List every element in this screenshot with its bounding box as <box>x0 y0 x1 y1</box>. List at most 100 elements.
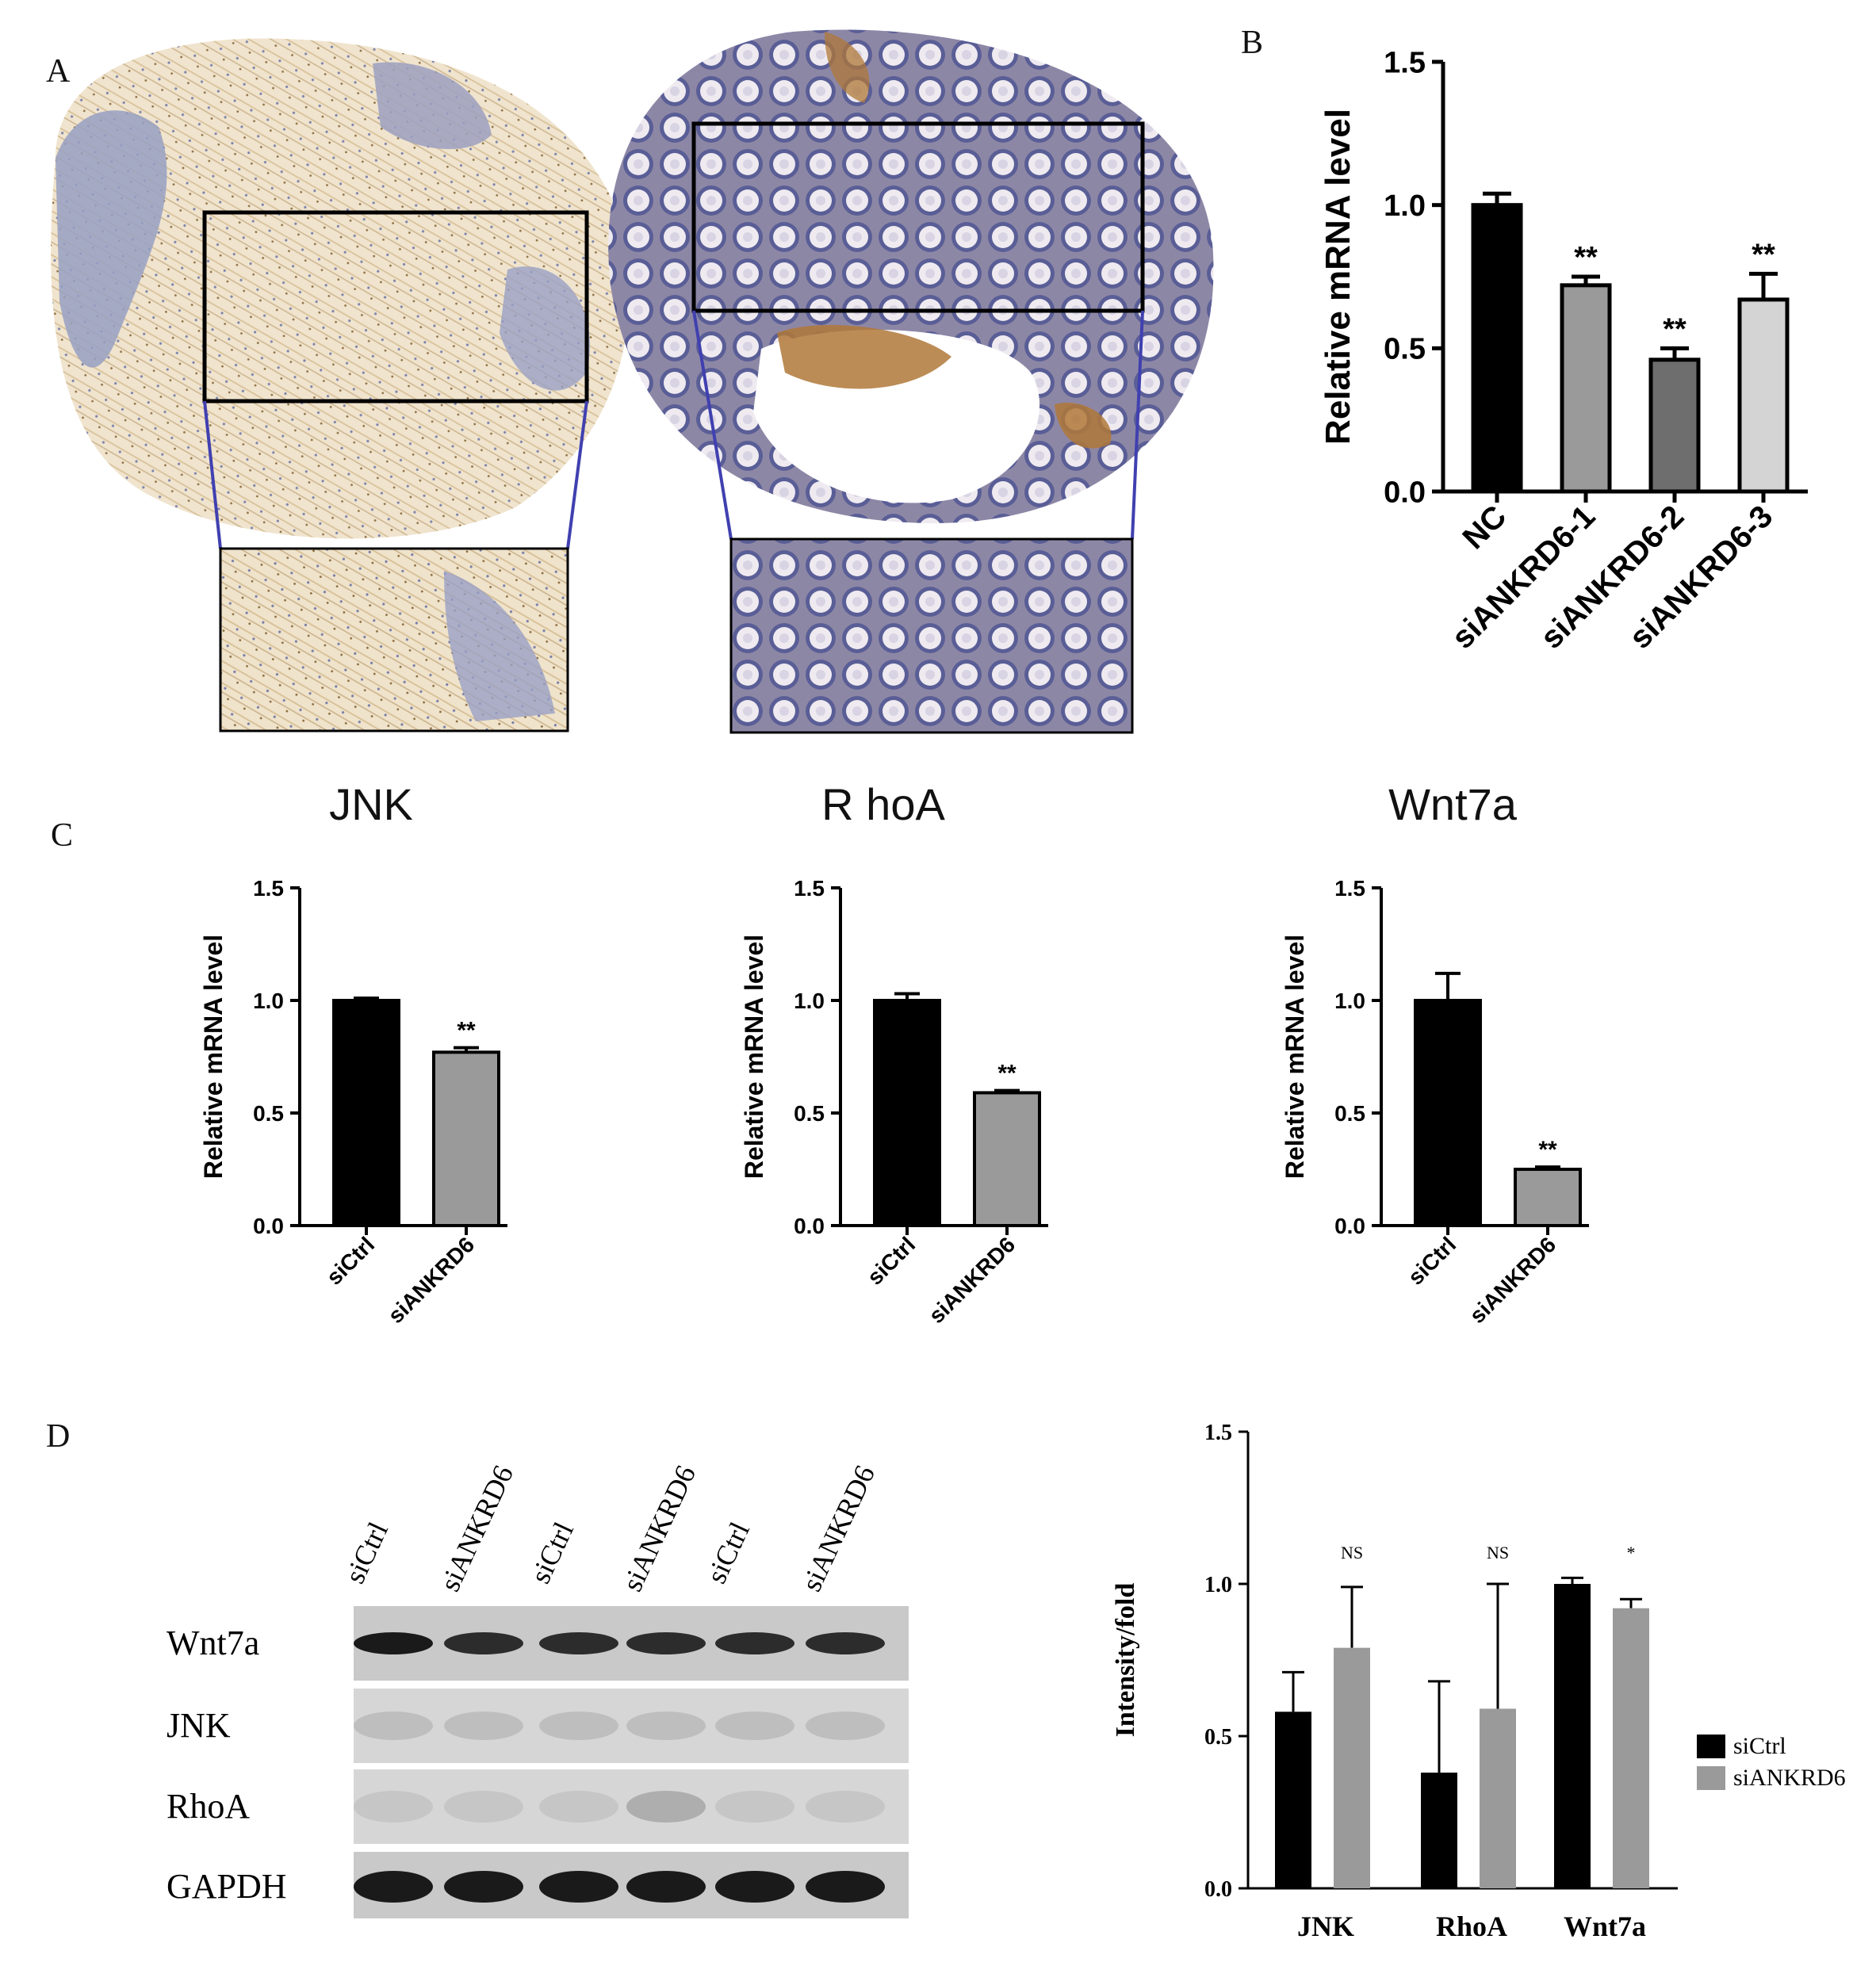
blot-band <box>626 1871 706 1903</box>
y-tick-label: 0.5 <box>794 1101 825 1126</box>
western-blot: siCtrl siANKRD6 siCtrl siANKRD6 siCtrl siANKR… <box>159 1411 999 1922</box>
lane-label: siANKRD6 <box>795 1460 881 1596</box>
blot-band <box>626 1791 706 1823</box>
blot-band <box>444 1871 523 1903</box>
lane-label: siCtrl <box>339 1517 394 1588</box>
x-tick-label: JNK <box>1297 1911 1354 1942</box>
bar <box>1514 1168 1582 1227</box>
chart-title-rhoa: R hoA <box>821 779 945 829</box>
significance-label: ** <box>1574 241 1598 274</box>
y-axis-label: Relative mRNA level <box>199 935 228 1179</box>
tumor-core-image <box>51 38 630 732</box>
y-tick-label: 1.5 <box>1384 46 1426 79</box>
x-tick-label: RhoA <box>1436 1911 1507 1942</box>
y-tick-label: 1.0 <box>1384 189 1426 223</box>
blot-band <box>715 1632 794 1654</box>
significance-label: * <box>1627 1543 1636 1562</box>
y-axis-label: Relative mRNA level <box>1281 935 1309 1179</box>
blot-band <box>626 1712 706 1740</box>
blot-band <box>444 1791 523 1823</box>
x-tick-label: siCtrl <box>322 1232 380 1290</box>
x-tick-label: siANKRD6 <box>1464 1232 1560 1328</box>
row-label: RhoA <box>167 1787 250 1826</box>
lane-label: siCtrl <box>524 1517 580 1588</box>
row-label: GAPDH <box>167 1867 287 1906</box>
y-tick-label: 0.0 <box>1334 1214 1365 1238</box>
y-axis-label: Relative mRNA level <box>740 935 768 1179</box>
blot-strip <box>354 1769 909 1844</box>
lane-label: siANKRD6 <box>434 1460 519 1596</box>
chart-title-jnk: JNK <box>329 779 413 829</box>
y-tick-label: 1.0 <box>1204 1573 1232 1597</box>
x-tick-label: Wnt7a <box>1564 1911 1646 1942</box>
lane-label: siANKRD6 <box>616 1460 702 1596</box>
y-tick-label: 0.5 <box>253 1101 284 1126</box>
blot-band <box>806 1712 885 1740</box>
chart-title-wnt7a: Wnt7a <box>1388 779 1517 829</box>
y-tick-label: 0.5 <box>1384 333 1426 366</box>
chart-c-wnt7a: 0.0 0.5 1.0 1.5 Relative mRNA level siCtrl ** s… <box>1281 876 1589 1328</box>
bar <box>332 999 400 1227</box>
y-tick-label: 0.0 <box>794 1214 825 1238</box>
bar <box>1560 283 1612 494</box>
bar <box>1648 358 1701 494</box>
legend-label: siANKRD6 <box>1733 1765 1846 1791</box>
bar <box>1414 999 1482 1227</box>
bar <box>1480 1708 1516 1888</box>
blot-band <box>354 1791 433 1823</box>
blot-band <box>539 1632 618 1654</box>
bar <box>432 1050 500 1227</box>
row-label: JNK <box>167 1706 231 1745</box>
panel-letter-d: D <box>46 1418 71 1455</box>
significance-label: ** <box>1538 1137 1557 1163</box>
x-tick-label: siCtrl <box>863 1232 921 1290</box>
bar <box>873 999 941 1227</box>
y-tick-label: 1.5 <box>253 876 284 901</box>
x-tick-label: siCtrl <box>1403 1232 1461 1290</box>
significance-label: ** <box>457 1018 476 1044</box>
panel-letter-a: A <box>46 53 71 90</box>
bar <box>1421 1773 1457 1888</box>
blot-band <box>539 1712 618 1740</box>
y-tick-label: 0.0 <box>253 1214 284 1238</box>
significance-label: NS <box>1341 1543 1363 1562</box>
x-tick-label: siANKRD6 <box>383 1232 479 1328</box>
blot-band <box>444 1712 523 1740</box>
normal-core-image <box>608 29 1214 734</box>
significance-label: ** <box>1752 238 1775 271</box>
y-tick-label: 0.5 <box>1204 1725 1232 1750</box>
blot-band <box>354 1871 433 1903</box>
blot-band <box>806 1791 885 1823</box>
blot-band <box>715 1791 794 1823</box>
x-tick-label: NC <box>1456 499 1513 556</box>
chart-d: 0.0 0.5 1.0 1.5 Intensity/fold NS JNK NS RhoA * Wn… <box>1111 1421 1846 1942</box>
bar <box>973 1091 1041 1227</box>
blot-band <box>715 1712 794 1740</box>
panel-letter-b: B <box>1241 25 1264 61</box>
blot-band <box>626 1632 706 1654</box>
chart-c-rhoa: 0.0 0.5 1.0 1.5 Relative mRNA level siCtrl ** s… <box>740 876 1048 1328</box>
bar <box>1737 297 1790 494</box>
x-tick-label: siANKRD6 <box>924 1232 1020 1328</box>
y-tick-label: 1.0 <box>1334 989 1365 1013</box>
row-label: Wnt7a <box>167 1624 259 1662</box>
y-axis-label: Intensity/fold <box>1111 1583 1140 1738</box>
blot-band <box>354 1712 433 1740</box>
y-axis-label: Relative mRNA level <box>1319 109 1357 445</box>
blot-band <box>444 1632 523 1654</box>
legend-swatch <box>1697 1766 1725 1790</box>
y-tick-label: 1.0 <box>253 989 284 1013</box>
y-tick-label: 0.5 <box>1334 1101 1365 1126</box>
y-tick-label: 1.5 <box>794 876 825 901</box>
bar <box>1554 1584 1591 1888</box>
blot-band <box>806 1871 885 1903</box>
y-tick-label: 0.0 <box>1384 476 1426 509</box>
legend-swatch <box>1697 1735 1725 1758</box>
ihc-panel <box>51 29 1214 734</box>
bar <box>1471 203 1523 494</box>
blot-band <box>539 1791 618 1823</box>
blot-band <box>539 1871 618 1903</box>
legend-label: siCtrl <box>1733 1733 1786 1759</box>
